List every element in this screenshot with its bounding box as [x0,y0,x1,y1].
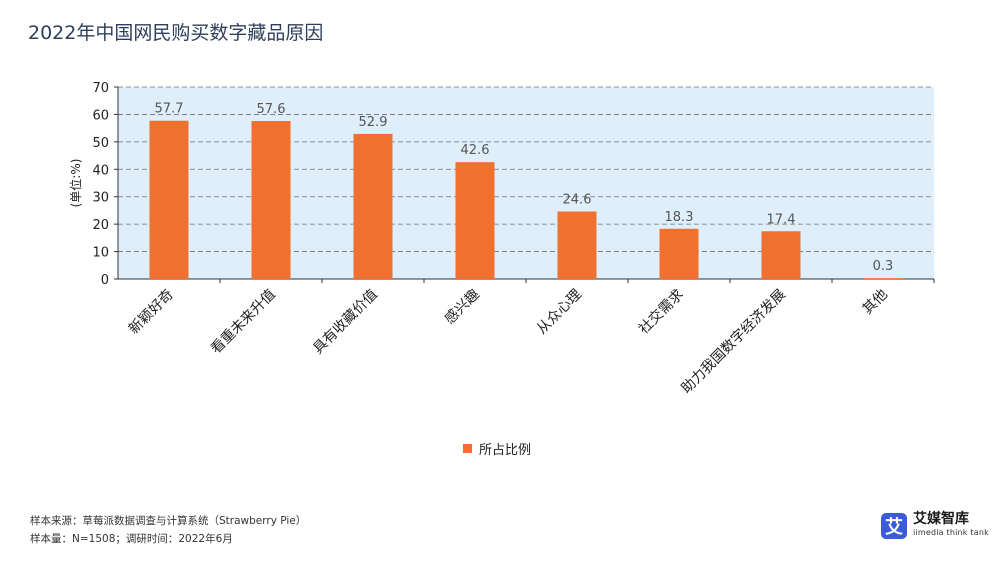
data-label: 52.9 [359,115,388,130]
y-tick-label: 10 [92,246,109,261]
y-tick-label: 40 [92,163,109,178]
source-note-line1: 样本来源：草莓派数据调查与计算系统（Strawberry Pie） [30,515,307,527]
bar [149,120,189,279]
data-label: 17.4 [767,212,796,227]
bar [455,162,495,279]
bar [557,211,597,279]
x-tick-label: 新颖好奇 [125,286,177,338]
bar [251,121,291,279]
bar [353,133,393,279]
y-tick-label: 30 [92,191,109,206]
legend: 所占比例 [463,439,531,458]
source-notes: 样本来源：草莓派数据调查与计算系统（Strawberry Pie） 样本量：N=… [30,512,306,548]
y-tick-label: 20 [92,218,109,233]
brand-logo: 艾 艾媒智库 iimedia think tank [881,511,989,539]
data-label: 57.6 [257,102,286,117]
bar [863,278,903,279]
plot-area [118,87,934,279]
page-title: 2022年中国网民购买数字藏品原因 [28,22,324,44]
x-tick-label: 其他 [860,287,891,318]
x-tick-label: 社交需求 [635,286,687,338]
source-note-line2: 样本量：N=1508；调研时间：2022年6月 [30,533,233,545]
legend-swatch [463,444,472,453]
bar-chart: 0 10 20 30 40 50 60 70 (单位:%) 57.7 新颖好奇 57.6 看重未来升值 5… [68,81,935,397]
x-tick-label: 具有收藏价值 [310,287,381,358]
data-label: 24.6 [563,193,592,208]
data-label: 18.3 [665,210,694,225]
x-tick-label: 看重未来升值 [208,287,279,358]
brand-mark-icon: 艾 [881,513,907,539]
legend-label: 所占比例 [479,443,532,458]
y-tick-label: 50 [92,136,109,151]
x-tick-label: 助力我国数字经济发展 [679,287,789,397]
x-tick-label: 从众心理 [534,287,585,338]
data-label: 0.3 [873,259,894,274]
data-label: 57.7 [155,102,184,117]
y-tick-label: 70 [92,81,109,96]
y-axis-label: (单位:%) [68,159,83,208]
y-tick-label: 0 [101,273,109,288]
bar [659,228,699,279]
bar [761,231,801,279]
brand-subtitle: iimedia think tank [913,528,989,537]
brand-name: 艾媒智库 [913,511,969,527]
y-tick-label: 60 [92,108,109,123]
x-tick-label: 感兴趣 [441,286,483,328]
data-label: 42.6 [461,143,490,158]
